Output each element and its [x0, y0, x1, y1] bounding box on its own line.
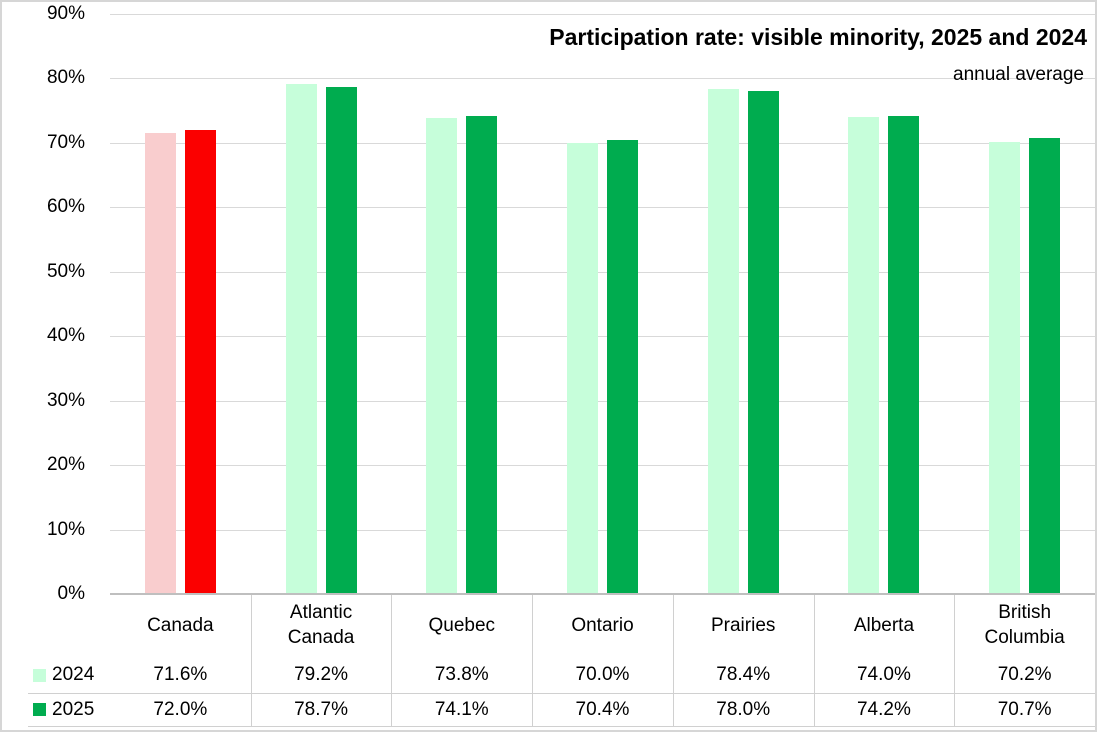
- table-value-2024-british-columbia: 70.2%: [997, 664, 1052, 685]
- bar-2025-canada: [184, 130, 216, 594]
- legend-swatch-icon: [33, 703, 46, 716]
- table-row-divider: [28, 726, 1095, 727]
- y-axis-label-40pct: 40%: [46, 325, 85, 347]
- category-label-atlantic-canada: Atlantic Canada: [251, 595, 392, 657]
- y-axis-label-50pct: 50%: [46, 260, 85, 282]
- bar-2024-alberta: [848, 117, 880, 594]
- category-label-british-columbia: British Columbia: [954, 595, 1095, 657]
- legend-row-2024: 2024: [33, 657, 94, 693]
- table-value-2025-atlantic-canada: 78.7%: [294, 698, 348, 720]
- y-axis-label-30pct: 30%: [46, 389, 85, 411]
- table-value-2024-prairies: 78.4%: [716, 664, 771, 685]
- bar-2024-canada: [144, 132, 176, 594]
- table-value-2024-alberta: 74.0%: [856, 664, 911, 685]
- table-value-2025-alberta: 74.2%: [856, 698, 911, 720]
- x-axis-line: [110, 593, 1095, 595]
- gridline-70: [110, 142, 1095, 144]
- category-label-quebec: Quebec: [391, 595, 532, 657]
- gridline-10: [110, 529, 1095, 531]
- table-row-divider: [28, 693, 1095, 694]
- gridline-90: [110, 14, 1095, 15]
- table-value-2025-quebec: 74.1%: [434, 698, 489, 720]
- bar-2025-quebec: [466, 116, 498, 594]
- category-label-alberta: Alberta: [814, 595, 955, 657]
- table-value-2024-canada: 71.6%: [153, 664, 208, 685]
- y-axis-label-10pct: 10%: [46, 518, 85, 540]
- table-column-divider: [391, 595, 393, 726]
- category-label-canada: Canada: [110, 595, 251, 657]
- chart-subtitle: annual average: [953, 64, 1084, 85]
- bar-2024-atlantic-canada: [285, 83, 317, 594]
- bar-2025-alberta: [888, 115, 920, 594]
- table-value-2024-ontario: 70.0%: [575, 664, 630, 685]
- y-axis-label-0pct: 0%: [57, 583, 85, 604]
- bar-2025-ontario: [607, 140, 638, 594]
- table-value-2024-quebec: 73.8%: [434, 664, 489, 685]
- category-label-text: Atlantic Canada: [287, 602, 355, 648]
- legend-label: 2024: [52, 664, 95, 685]
- table-value-2025-canada: 72.0%: [153, 698, 208, 720]
- bar-2024-quebec: [426, 118, 458, 594]
- table-column-divider: [813, 595, 815, 726]
- gridline-20: [110, 465, 1095, 467]
- gridline-30: [110, 400, 1095, 402]
- bar-2024-british-columbia: [989, 141, 1021, 594]
- category-label-text: British Columbia: [984, 602, 1065, 648]
- category-label-ontario: Ontario: [532, 595, 673, 657]
- table-column-divider: [672, 595, 674, 726]
- y-axis-label-90pct: 90%: [46, 3, 85, 24]
- table-value-2025-ontario: 70.4%: [575, 698, 630, 720]
- gridline-60: [110, 207, 1095, 209]
- category-label-text: Ontario: [571, 614, 634, 636]
- category-label-text: Quebec: [428, 614, 496, 636]
- y-axis-label-20pct: 20%: [46, 454, 85, 476]
- bar-2024-prairies: [707, 88, 739, 594]
- legend-label: 2025: [52, 698, 95, 720]
- table-value-2024-atlantic-canada: 79.2%: [294, 664, 348, 685]
- table-column-divider: [532, 595, 534, 726]
- category-label-text: Canada: [147, 614, 214, 636]
- table-value-2025-british-columbia: 70.7%: [997, 698, 1052, 720]
- table-column-divider: [954, 595, 956, 726]
- table-column-divider: [250, 595, 252, 726]
- gridline-80: [110, 78, 1095, 80]
- category-label-text: Alberta: [853, 614, 915, 636]
- category-label-prairies: Prairies: [673, 595, 814, 657]
- chart-title: Participation rate: visible minority, 20…: [549, 24, 1087, 50]
- bar-2025-british-columbia: [1029, 138, 1061, 594]
- bar-2024-ontario: [567, 142, 598, 594]
- y-axis-label-70pct: 70%: [46, 131, 85, 153]
- legend-swatch-icon: [33, 668, 46, 682]
- category-label-text: Prairies: [710, 614, 776, 636]
- y-axis-label-80pct: 80%: [46, 67, 85, 89]
- gridline-50: [110, 271, 1095, 273]
- gridline-40: [110, 336, 1095, 338]
- bar-2025-prairies: [747, 91, 779, 594]
- bar-2025-atlantic-canada: [325, 86, 357, 594]
- plot-area: [110, 0, 1095, 594]
- y-axis-label-60pct: 60%: [46, 196, 85, 218]
- table-value-2025-prairies: 78.0%: [716, 698, 771, 720]
- legend-row-2025: 2025: [33, 693, 94, 726]
